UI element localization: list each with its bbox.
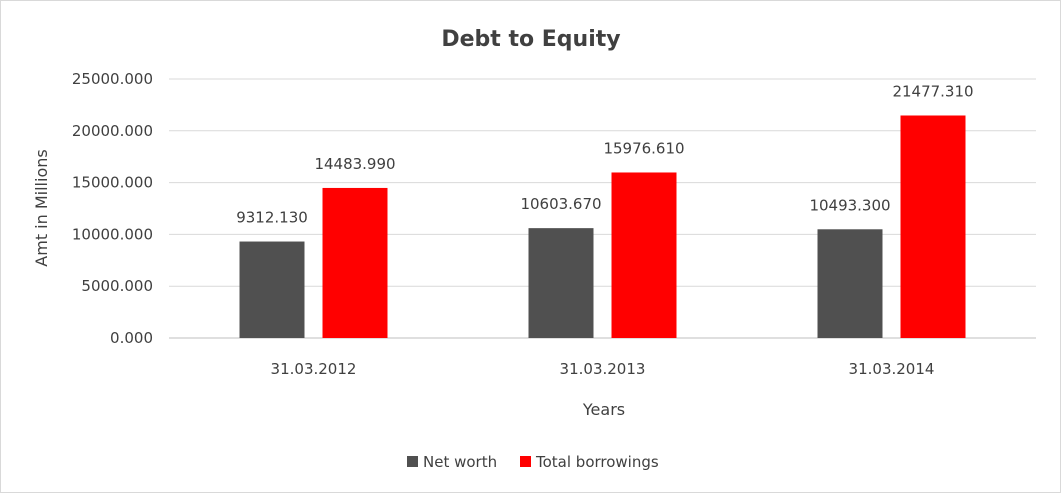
- legend-label: Total borrowings: [535, 453, 659, 471]
- x-axis-label: Years: [582, 400, 625, 419]
- bars: [239, 115, 966, 338]
- y-tick-label: 25000.000: [72, 70, 153, 88]
- y-axis-label: Amt in Millions: [32, 149, 51, 266]
- bar: [239, 241, 305, 338]
- data-label: 14483.990: [314, 155, 395, 173]
- legend-swatch: [520, 456, 531, 467]
- legend: Net worth Total borrowings: [407, 453, 659, 471]
- bar: [611, 172, 677, 338]
- data-label: 10493.300: [809, 196, 890, 214]
- x-axis-categories: 31.03.2012 31.03.2013 31.03.2014: [271, 360, 935, 378]
- y-axis-ticks: 0.000 5000.000 10000.000 15000.000 20000.000…: [72, 70, 153, 347]
- bar: [817, 229, 883, 338]
- data-labels: 9312.130 14483.990 10603.670 15976.610 10493…: [236, 82, 973, 226]
- data-label: 10603.670: [520, 195, 601, 213]
- legend-swatch: [407, 456, 418, 467]
- y-tick-label: 0.000: [110, 329, 153, 347]
- gridlines: [169, 78, 1036, 339]
- data-label: 9312.130: [236, 209, 308, 227]
- x-category-label: 31.03.2013: [560, 360, 646, 378]
- legend-label: Net worth: [423, 453, 497, 471]
- x-category-label: 31.03.2012: [271, 360, 357, 378]
- chart-title: Debt to Equity: [441, 27, 620, 52]
- y-tick-label: 5000.000: [81, 277, 153, 295]
- bar: [528, 228, 594, 338]
- y-tick-label: 20000.000: [72, 122, 153, 140]
- data-label: 15976.610: [603, 139, 684, 157]
- bar: [900, 115, 966, 338]
- y-tick-label: 10000.000: [72, 225, 153, 243]
- x-category-label: 31.03.2014: [849, 360, 935, 378]
- y-tick-label: 15000.000: [72, 174, 153, 192]
- bar: [322, 187, 388, 338]
- data-label: 21477.310: [892, 82, 973, 100]
